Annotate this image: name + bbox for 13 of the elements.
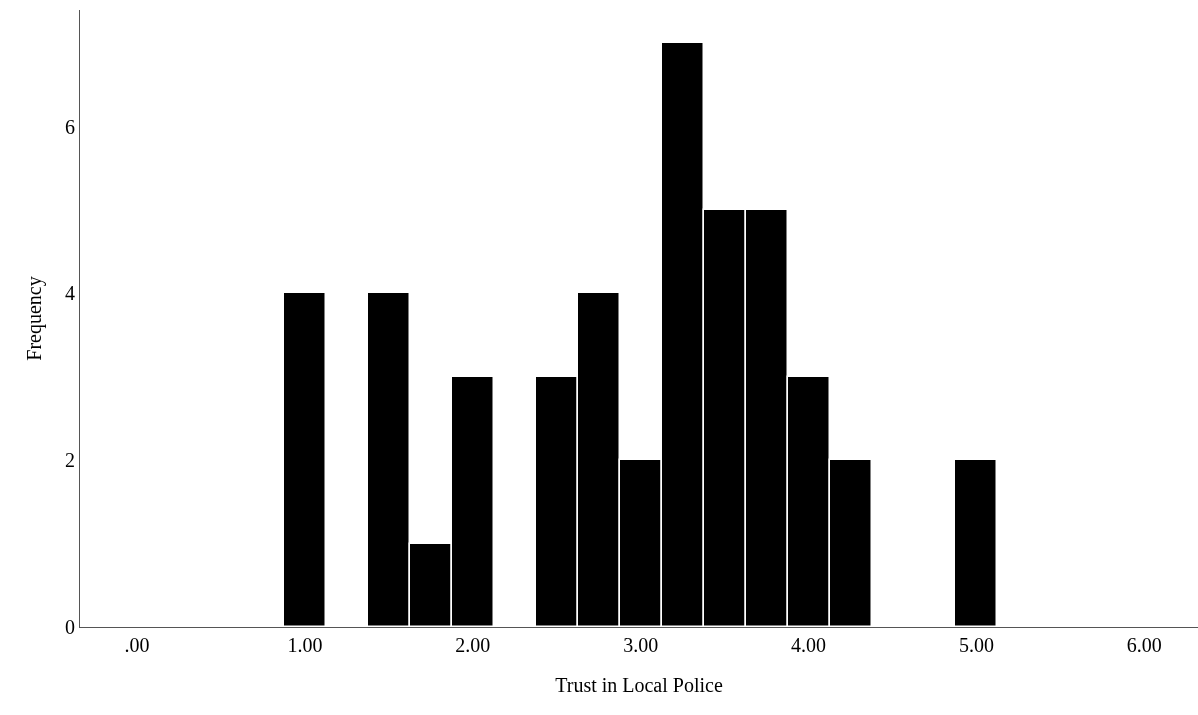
x-tick-label: 2.00 — [455, 634, 491, 656]
x-tick-label: 5.00 — [958, 634, 994, 656]
x-tick-label: 3.00 — [623, 634, 659, 656]
x-tick-label: 1.00 — [287, 634, 323, 656]
y-axis-title: Frequency — [22, 276, 46, 361]
x-tick-label: 6.00 — [1126, 634, 1162, 656]
y-tick-label: 4 — [65, 282, 75, 305]
x-tick-label: 4.00 — [791, 634, 827, 656]
y-tick-label: 0 — [65, 616, 75, 638]
x-tick-label: .00 — [124, 634, 150, 656]
x-axis-title: Trust in Local Police — [555, 673, 723, 696]
y-tick-label: 2 — [65, 449, 75, 472]
y-tick-label: 6 — [65, 115, 75, 138]
